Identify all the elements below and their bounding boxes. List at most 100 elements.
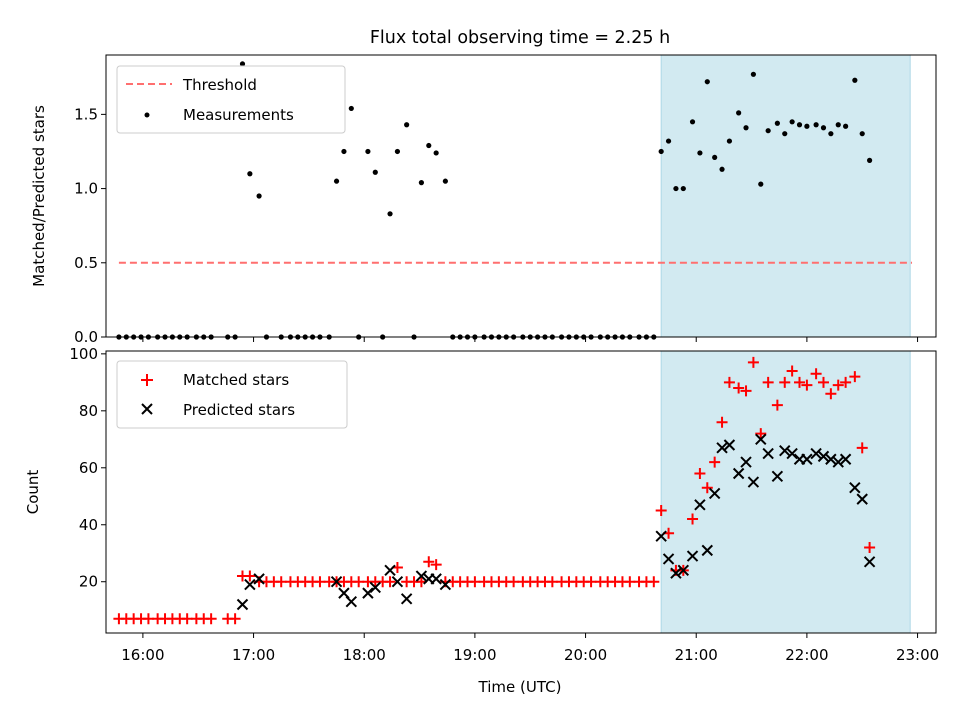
predicted-star-point: [810, 447, 822, 460]
predicted-star-point: [863, 556, 876, 568]
matched-star-point: [181, 613, 193, 625]
y-tick-label: 100: [69, 345, 98, 363]
measurement-point: [852, 77, 858, 83]
predicted-star-point: [786, 447, 798, 460]
x-tick-label: 23:00: [896, 646, 939, 664]
predicted-star-point: [762, 447, 774, 460]
predicted-star-point: [670, 567, 682, 579]
measurement-point: [394, 148, 401, 155]
predicted-legend-swatch: [141, 403, 153, 415]
measurement-point: [256, 193, 262, 199]
measurement-point: [689, 119, 696, 125]
measurement-point: [404, 122, 410, 128]
measurement-point: [843, 123, 849, 129]
y-tick-label: 60: [79, 459, 98, 477]
predicted-legend-label: Predicted stars: [183, 401, 295, 419]
matched-star-point: [314, 576, 326, 588]
measurement-point: [867, 157, 873, 163]
measurement-point: [418, 180, 424, 186]
x-tick-label: 22:00: [785, 646, 828, 664]
measurement-point: [387, 211, 393, 217]
ratio-plot-frame: [105, 54, 937, 338]
measurement-point: [782, 131, 788, 137]
predicted-star-point: [740, 456, 752, 468]
predicted-star-point: [236, 598, 249, 611]
matched-star-point: [825, 388, 837, 400]
matched-star-point: [142, 613, 154, 625]
matched-star-point: [771, 399, 783, 411]
matched-star-point: [740, 385, 752, 397]
ratio-panel: 0.0 0.5 1.0 1.5 Matched/Predicted stars Thr…: [30, 54, 937, 346]
measurement-point: [796, 122, 803, 128]
measurement-point: [835, 122, 841, 128]
x-tick-label: 20:00: [564, 646, 607, 664]
measurement-point: [673, 185, 679, 192]
y-tick-label: 1.0: [74, 180, 98, 198]
matched-star-point: [794, 376, 806, 388]
measurement-point: [743, 125, 749, 131]
predicted-star-point: [362, 587, 374, 599]
matched-star-point: [655, 505, 667, 517]
matched-star-point: [687, 513, 699, 525]
matched-star-point: [430, 559, 442, 571]
predicted-star-point: [384, 564, 396, 577]
matched-star-point: [849, 371, 861, 383]
threshold-legend-label: Threshold: [182, 76, 257, 94]
matched-legend-label: Matched stars: [183, 371, 289, 389]
ratio-legend: Threshold Measurements: [116, 65, 346, 134]
measurement-point: [726, 138, 733, 144]
x-tick-label: 21:00: [675, 646, 718, 664]
predicted-star-point: [849, 482, 861, 494]
predicted-star-point: [755, 433, 767, 446]
matched-star-point: [648, 576, 660, 588]
measurement-point: [828, 131, 834, 137]
matched-star-point: [384, 576, 396, 588]
predicted-star-point: [655, 530, 667, 542]
predicted-star-point: [779, 444, 791, 457]
y-tick-label: 0.0: [74, 328, 98, 346]
count-plot-marks: [113, 356, 876, 625]
matched-star-point: [244, 570, 256, 582]
matched-star-point: [840, 376, 852, 388]
predicted-star-point: [369, 581, 381, 594]
predicted-star-point: [839, 453, 852, 465]
matched-star-point: [864, 542, 876, 554]
predicted-star-point: [415, 570, 428, 582]
measurement-point: [774, 120, 780, 126]
y-tick-label: 0.5: [74, 254, 98, 272]
measurement-point: [765, 128, 771, 134]
measurements-legend-label: Measurements: [183, 106, 294, 124]
predicted-star-point: [686, 550, 699, 562]
measurement-point: [433, 150, 439, 156]
matched-star-point: [810, 368, 822, 380]
matched-star-point: [546, 576, 558, 588]
predicted-star-point: [662, 553, 675, 565]
measurement-point: [813, 122, 819, 128]
matched-legend-swatch: [141, 374, 153, 386]
predicted-star-point: [801, 453, 813, 465]
measurement-point: [665, 138, 672, 144]
matched-star-point: [856, 442, 868, 454]
matched-star-point: [709, 456, 721, 468]
matched-star-point: [585, 576, 597, 588]
observing-window-highlight: [660, 54, 911, 338]
measurement-point: [680, 185, 686, 192]
measurement-point: [736, 110, 742, 116]
matched-star-point: [423, 556, 435, 568]
predicted-star-point: [244, 578, 256, 591]
measurement-point: [372, 169, 378, 175]
predicted-star-point: [330, 576, 343, 588]
count-plot-frame: [105, 350, 937, 634]
observing-window-highlight: [660, 350, 911, 634]
matched-star-point: [508, 576, 520, 588]
x-tick-label: 16:00: [121, 646, 164, 664]
matched-star-point: [832, 379, 844, 391]
matched-star-point: [786, 365, 798, 377]
measurement-point: [239, 61, 246, 67]
matched-star-point: [733, 382, 745, 394]
matched-star-point: [747, 356, 759, 368]
predicted-star-point: [677, 564, 690, 577]
x-tick-label: 17:00: [232, 646, 275, 664]
ratio-y-axis-label: Matched/Predicted stars: [30, 105, 48, 287]
y-tick-label: 1.5: [74, 105, 98, 123]
